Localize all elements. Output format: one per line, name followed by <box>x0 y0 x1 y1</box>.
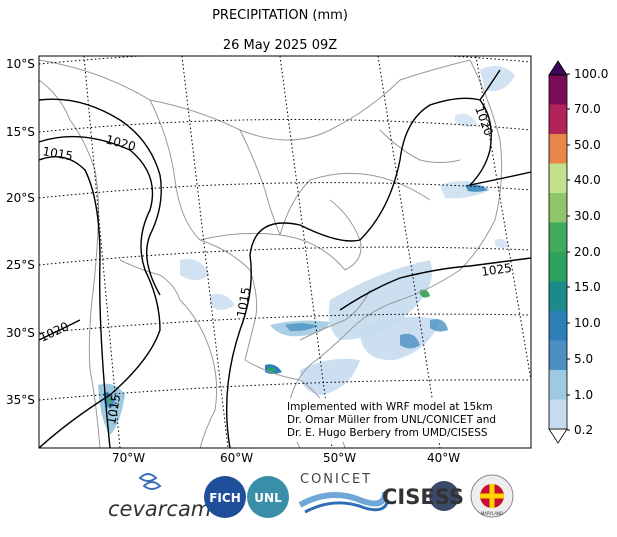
logo-cevarcam: cevarcam <box>108 473 211 521</box>
colorbar-bin <box>549 163 567 193</box>
isobar-lines <box>39 69 531 448</box>
credit-box <box>282 398 520 442</box>
colorbar-bin <box>549 281 567 311</box>
map-frame <box>38 55 532 449</box>
colorbar-bin <box>549 340 567 370</box>
lat-label: 30°S <box>6 326 35 340</box>
colorbar-bin <box>549 134 567 164</box>
colorbar-bin <box>549 399 567 429</box>
logo-maryland: MARYLAND <box>470 474 514 518</box>
colorbar-tick-label: 50.0 <box>574 138 601 152</box>
credit-line: Dr. Omar Müller from UNL/CONICET and <box>287 414 496 426</box>
colorbar-tick-label: 15.0 <box>574 280 601 294</box>
svg-text:CISESS: CISESS <box>382 485 464 509</box>
longitude-labels: 70°W 60°W 50°W 40°W <box>112 451 460 465</box>
colorbar: 0.2 1.0 5.0 10.0 15.0 20.0 30.0 40.0 50.0 70.0 100… <box>548 60 608 444</box>
colorbar-tick-label: 10.0 <box>574 316 601 330</box>
logo-unl: UNL <box>247 476 289 518</box>
svg-text:cevarcam: cevarcam <box>108 497 211 521</box>
isobar-label: 1015 <box>41 144 74 163</box>
colorbar-tick-label: 30.0 <box>574 209 601 223</box>
latitude-labels: 10°S 15°S 20°S 25°S 30°S 35°S <box>6 57 35 407</box>
lon-label: 60°W <box>220 451 253 465</box>
logo-fich: FICH <box>204 476 246 518</box>
colorbar-bin <box>549 104 567 134</box>
credit-line: Implemented with WRF model at 15km <box>287 401 493 413</box>
colorbar-tick-label: 0.2 <box>574 423 593 437</box>
colorbar-bin <box>549 75 567 105</box>
isobar-label: 1015 <box>234 286 253 319</box>
colorbar-tick-label: 100.0 <box>574 67 608 81</box>
credit-line: Dr. E. Hugo Berbery from UMD/CISESS <box>287 427 488 439</box>
colorbar-tick-label: 40.0 <box>574 173 601 187</box>
colorbar-bin <box>549 311 567 341</box>
lat-label: 10°S <box>6 57 35 71</box>
lon-label: 50°W <box>323 451 356 465</box>
colorbar-extend-high <box>548 60 568 76</box>
chart-subtitle: 26 May 2025 09Z <box>222 38 338 53</box>
lat-label: 35°S <box>6 393 35 407</box>
svg-text:MARYLAND: MARYLAND <box>481 511 503 516</box>
country-borders <box>39 59 503 448</box>
lat-label: 15°S <box>6 125 35 139</box>
colorbar-tick-label: 70.0 <box>574 102 601 116</box>
svg-text:FICH: FICH <box>209 491 241 505</box>
svg-text:UNL: UNL <box>254 491 282 505</box>
svg-text:CONICET: CONICET <box>300 472 372 487</box>
isobar-label: 1015 <box>104 393 123 426</box>
logo-cisess: CISESS <box>382 481 464 511</box>
logo-conicet: CONICET <box>298 472 390 514</box>
colorbar-bin <box>549 370 567 400</box>
colorbar-tick-label: 5.0 <box>574 352 593 366</box>
lat-label: 20°S <box>6 191 35 205</box>
colorbar-extend-low <box>548 428 568 444</box>
chart-title: PRECIPITATION (mm) <box>212 8 348 23</box>
isobar-label: 1025 <box>480 261 512 279</box>
colorbar-bin <box>549 252 567 282</box>
colorbar-bin <box>549 222 567 252</box>
lat-label: 25°S <box>6 258 35 272</box>
colorbar-bin <box>549 193 567 223</box>
precipitation-field <box>98 66 515 435</box>
credit-text: Implemented with WRF model at 15km Dr. O… <box>287 401 496 439</box>
colorbar-tick-label: 1.0 <box>574 388 593 402</box>
graticule <box>39 56 531 448</box>
lon-label: 70°W <box>112 451 145 465</box>
lon-label: 40°W <box>427 451 460 465</box>
colorbar-tick-label: 20.0 <box>574 245 601 259</box>
